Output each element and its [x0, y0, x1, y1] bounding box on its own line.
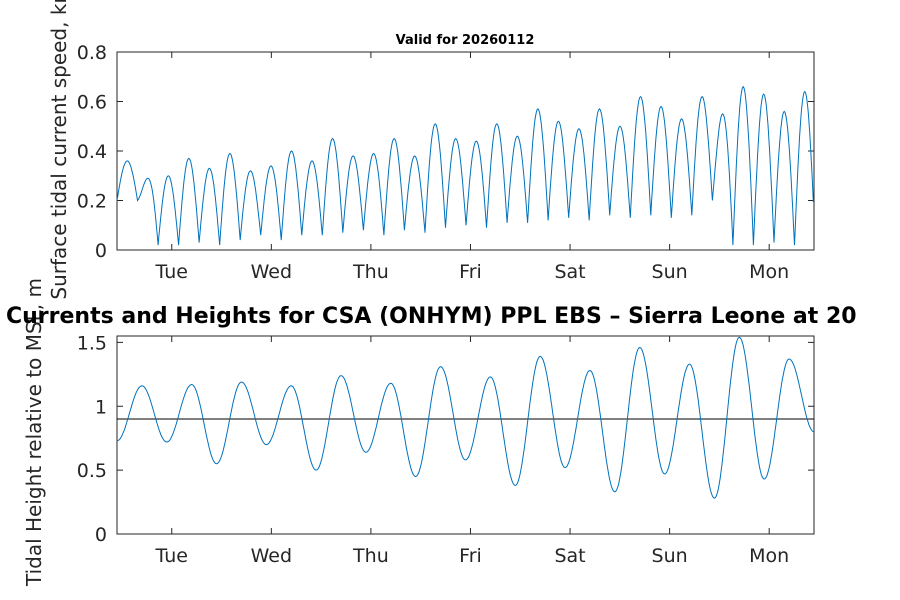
- height-plot-area: [116, 335, 815, 535]
- speed-x-tick-label: Thu: [352, 261, 389, 283]
- speed-x-tick-label: Sun: [652, 261, 688, 283]
- height-panel: 0 0.5 1 1.5 Tue Wed Thu Fri Sat Sun Mon Tidal Hei…: [22, 278, 815, 587]
- speed-y-tick-label: 0.6: [77, 92, 107, 114]
- height-y-tick-label: 0.5: [77, 460, 107, 482]
- speed-y-tick-label: 0: [95, 240, 107, 262]
- speed-x-ticks: Tue Wed Thu Fri Sat Sun Mon: [155, 52, 789, 283]
- speed-y-axis-label: Surface tidal current speed, knots: [47, 0, 71, 300]
- height-x-tick-label: Sun: [652, 545, 688, 567]
- speed-y-ticks: 0 0.2 0.4 0.6 0.8: [77, 42, 814, 262]
- height-x-tick-label: Fri: [459, 545, 482, 567]
- speed-series-line: [116, 85, 814, 246]
- speed-chart-title: Valid for 20260112: [396, 33, 535, 48]
- height-y-tick-label: 1: [95, 396, 107, 418]
- speed-y-tick-label: 0.4: [77, 141, 107, 163]
- height-x-tick-label: Mon: [749, 545, 789, 567]
- speed-panel: 0 0.2 0.4 0.6 0.8 Tue Wed Thu Fri Sat Sun Mon Vali…: [47, 0, 815, 300]
- height-x-tick-label: Wed: [251, 545, 292, 567]
- speed-x-tick-label: Tue: [155, 261, 188, 283]
- speed-x-tick-label: Sat: [554, 261, 585, 283]
- height-y-tick-label: 1.5: [77, 332, 107, 354]
- height-y-ticks: 0 0.5 1 1.5: [77, 332, 814, 546]
- height-x-tick-label: Tue: [155, 545, 188, 567]
- height-y-axis-label: Tidal Height relative to MSL, m: [22, 278, 46, 587]
- height-y-tick-label: 0: [95, 524, 107, 546]
- height-x-tick-label: Thu: [352, 545, 389, 567]
- speed-x-tick-label: Fri: [459, 261, 482, 283]
- speed-x-tick-label: Mon: [749, 261, 789, 283]
- height-x-ticks: Tue Wed Thu Fri Sat Sun Mon: [155, 336, 789, 567]
- speed-y-tick-label: 0.2: [77, 191, 107, 213]
- height-series-line: [116, 336, 815, 499]
- figure-main-title: Currents and Heights for CSA (ONHYM) PPL…: [6, 304, 857, 329]
- speed-y-tick-label: 0.8: [77, 42, 107, 64]
- height-x-tick-label: Sat: [554, 545, 585, 567]
- speed-x-tick-label: Wed: [251, 261, 292, 283]
